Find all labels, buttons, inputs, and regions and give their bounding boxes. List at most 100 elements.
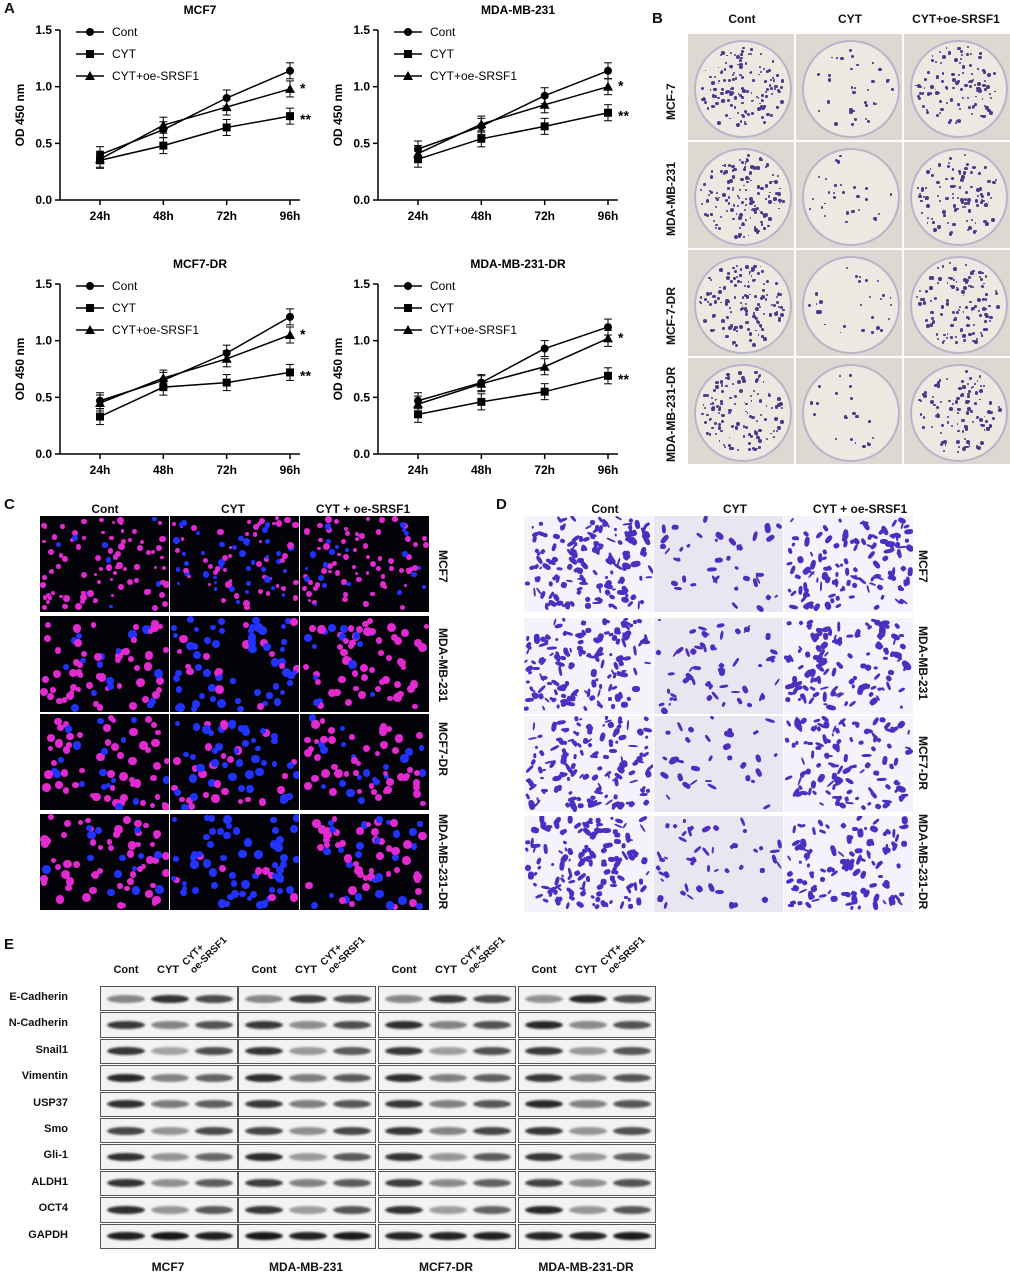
cell-nucleus [311,599,317,605]
cell-nucleus [275,520,283,527]
cell-nucleus [207,778,217,787]
cell-nucleus [47,745,54,752]
cell-nucleus [100,748,108,755]
cell-nucleus [105,782,112,789]
cell-nucleus [141,624,151,634]
protein-band [385,1047,423,1056]
colony [969,52,972,55]
colony [968,377,973,381]
colony [977,87,981,92]
cell-nucleus [211,639,220,649]
cell-nucleus [117,901,125,910]
cell-nucleus [44,770,53,779]
cell-nucleus [322,562,328,568]
colony [950,284,953,287]
cell-nucleus [128,630,137,639]
transwell-image [654,516,783,612]
colony [929,167,932,170]
cell-nucleus [258,798,267,806]
protein-band [333,1232,371,1241]
colony [957,170,961,174]
cell-nucleus [366,872,375,881]
migrated-cell [885,743,892,750]
colony [849,438,853,441]
migrated-cell [803,536,811,547]
migrated-cell [834,595,840,602]
cell-nucleus [154,794,161,800]
colony [745,295,750,299]
cell-nucleus [346,657,353,664]
migrated-cell [558,859,566,871]
cell-nucleus [254,850,263,859]
migrated-cell [840,891,849,896]
cell-nucleus [271,827,279,835]
cell-nucleus [103,794,111,802]
protein-band [333,1179,371,1188]
cell-nucleus [225,581,233,588]
colony [934,61,937,64]
migrated-cell [873,769,880,776]
colony [943,450,946,453]
colony [985,314,989,318]
cell-nucleus [412,784,421,792]
colony-plate-image [796,358,902,464]
colony [939,111,942,114]
cell-nucleus [192,651,202,660]
colony [936,337,940,340]
colony [951,72,956,77]
colony [727,298,730,301]
colony [917,187,919,189]
colony [968,63,973,68]
cell-nucleus [117,883,123,889]
cell-nucleus [229,872,237,880]
colony [729,103,733,108]
migrated-cell [644,735,649,740]
colony [919,289,922,293]
colony [740,87,744,90]
cell-nucleus [221,555,228,562]
series-line [417,70,609,150]
cell-nucleus [338,675,346,684]
cell-nucleus [380,574,385,579]
migrated-cell [734,565,740,571]
migrated-cell [871,559,882,570]
colony [951,284,956,289]
migrated-cell [628,744,638,748]
colony [865,197,869,201]
migrated-cell [525,635,530,641]
significance-marker: * [300,80,306,96]
migrated-cell [565,578,574,583]
colony [954,335,957,339]
colony [983,415,986,418]
protein-band [429,1205,467,1214]
migrated-cell [731,657,740,667]
protein-band [289,1073,327,1082]
colony [957,103,960,106]
protein-label: USP37 [33,1096,68,1109]
cell-nucleus [109,785,116,792]
colony [739,268,743,271]
panel-label-a: A [4,0,15,17]
colony [982,385,985,388]
colony [916,94,921,99]
colony [711,402,715,405]
migrated-cell [561,618,566,623]
migrated-cell [682,818,687,823]
colony [990,218,995,222]
migrated-cell [561,630,568,637]
migrated-cell [899,892,905,897]
cell-nucleus [239,890,246,898]
colony [771,92,774,95]
migrated-cell [560,581,568,589]
colony [992,71,997,76]
migrated-cell [524,658,529,664]
blot-strip [378,986,516,1012]
cell-nucleus [272,683,280,690]
cell-nucleus [305,591,313,598]
migrated-cell [714,890,725,895]
colony [975,445,978,447]
protein-band [525,1100,563,1109]
migrated-cell [577,742,583,749]
colony [735,213,738,215]
colony [736,330,738,332]
